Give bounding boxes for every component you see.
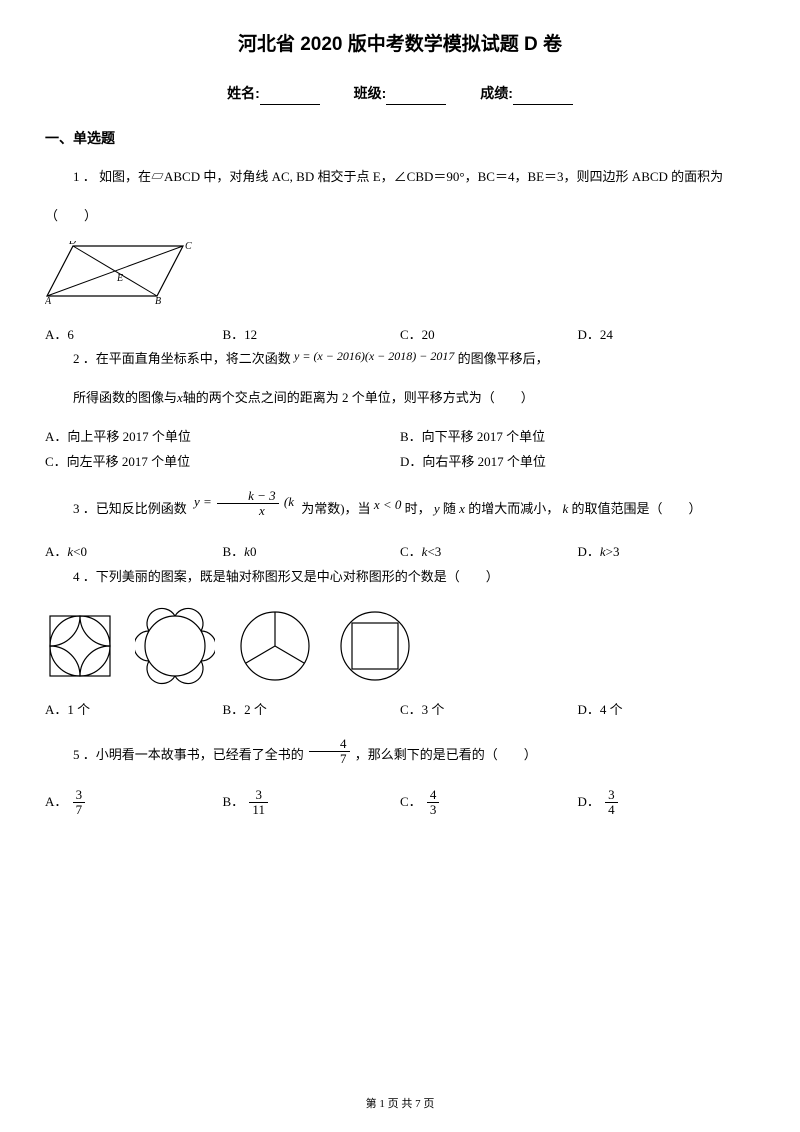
q2-text: 2 ．在平面直角坐标系中，将二次函数 y = (x − 2016)(x − 20… [45,349,755,370]
q4-options: A．1 个 B．2 个 C．3 个 D．4 个 [45,700,755,721]
svg-text:E: E [116,273,123,284]
q3-var-x: x [459,500,465,515]
q3-frac-num: k − 3 [217,489,279,504]
q2-options: A．向上平移 2017 个单位 B．向下平移 2017 个单位 C．向左平移 2… [45,427,755,473]
q4-opt-d: D．4 个 [578,700,756,721]
name-blank [260,91,320,105]
q3-text-a: 3 ．已知反比例函数 [73,500,187,515]
q2-opt-c: C．向左平移 2017 个单位 [45,452,400,473]
q4-opt-b: B．2 个 [223,700,401,721]
q3-optB-tail: 0 [250,544,257,559]
q3-opt-c: C．k<3 [400,542,578,563]
q3-options: A．k<0 B．k0 C．k<3 D．k>3 [45,542,755,563]
q3-optA-tail: <0 [73,544,87,559]
q4-patterns [45,606,755,686]
q2-opt-d: D．向右平移 2017 个单位 [400,452,755,473]
q5-frac-den: 7 [309,752,350,766]
score-blank [513,91,573,105]
q5-optC-den: 3 [427,803,440,817]
name-label: 姓名: [227,85,260,101]
q1-text-b: （ ） [45,206,755,227]
svg-text:B: B [155,296,161,306]
q1-text: 1 ． 如图，在▱ABCD 中，对角线 AC, BD 相交于点 E，∠CBD＝9… [45,167,755,188]
pattern-2-icon [135,606,215,686]
svg-text:A: A [45,296,52,306]
q5-opt-a: A． 37 [45,788,223,818]
q3-yeq: y = [194,494,212,509]
pattern-4-icon [335,606,415,686]
q1-opt-c: C．20 [400,325,578,346]
q5-optB-den: 11 [249,803,268,817]
page-footer: 第 1 页 共 7 页 [0,1096,800,1114]
q3-text-b: 为常数)，当 [301,500,370,515]
q5-opt-b: B． 311 [223,788,401,818]
q5-text: 5 ．小明看一本故事书，已经看了全书的 47 ，那么剩下的是已看的（ ） [45,741,755,771]
q3-text-d: 随 [443,500,456,515]
q1-opt-b: B．12 [223,325,401,346]
q1-opt-a: A．6 [45,325,223,346]
q1-opt-d: D．24 [578,325,756,346]
q1-options: A．6 B．12 C．20 D．24 [45,325,755,346]
q5-opt-c: C． 43 [400,788,578,818]
q5-optA-den: 7 [73,803,86,817]
q3-cond: x < 0 [374,497,402,512]
q2-text-a: 2 ．在平面直角坐标系中，将二次函数 [73,351,291,366]
q1-paren: （ ） [45,208,97,223]
pattern-3-icon [235,606,315,686]
q3-optC-pre: C． [400,544,422,559]
q5-options: A． 37 B． 311 C． 43 D． 34 [45,788,755,818]
q2-text-b: 的图像平移后， [458,351,549,366]
svg-text:D: D [68,241,77,247]
q5-optD-num: 3 [605,788,618,803]
q5-optD-pre: D． [578,794,600,809]
q3-var-k: k [562,500,568,515]
q1-text-a: 1 ． 如图，在▱ABCD 中，对角线 AC, BD 相交于点 E，∠CBD＝9… [73,169,723,184]
class-label: 班级: [354,85,387,101]
q5-frac-num: 4 [309,737,350,752]
parallelogram-icon: D C A B E [45,241,195,306]
q5-optB-num: 3 [249,788,268,803]
section-1-title: 一、单选题 [45,127,755,149]
pattern-1-icon [45,611,115,681]
q3-optD-pre: D． [578,544,600,559]
q3-text: 3 ．已知反比例函数 y = k − 3x (k 为常数)，当 x < 0 时，… [45,495,755,525]
q3-optD-tail: >3 [606,544,620,559]
class-blank [386,91,446,105]
q5-optA-pre: A． [45,794,67,809]
q5-optA-num: 3 [73,788,86,803]
q2-opt-a: A．向上平移 2017 个单位 [45,427,400,448]
q3-var-y: y [434,500,440,515]
q2-text-c: 所得函数的图像与 [73,390,177,405]
q4-opt-c: C．3 个 [400,700,578,721]
q2-text-line2: 所得函数的图像与x轴的两个交点之间的距离为 2 个单位，则平移方式为（ ） [45,388,755,409]
q5-optD-den: 4 [605,803,618,817]
q5-text-a: 5 ．小明看一本故事书，已经看了全书的 [73,746,304,761]
svg-text:C: C [185,241,192,252]
q3-opt-b: B．k0 [223,542,401,563]
q2-opt-b: B．向下平移 2017 个单位 [400,427,755,448]
q2-formula: y = (x − 2016)(x − 2018) − 2017 [294,349,454,363]
q3-optB-pre: B． [223,544,245,559]
q5-opt-d: D． 34 [578,788,756,818]
q3-text-c: 时， [405,500,431,515]
q3-opt-d: D．k>3 [578,542,756,563]
student-info-line: 姓名: 班级: 成绩: [45,82,755,104]
q3-paren-k: (k [284,494,294,509]
q3-text-e: 的增大而减小， [468,500,559,515]
q5-text-b: ，那么剩下的是已看的（ ） [355,746,537,761]
q3-frac-den: x [217,504,279,518]
q3-optA-pre: A． [45,544,67,559]
q5-optB-pre: B． [223,794,245,809]
q3-text-f: 的取值范围是（ ） [572,500,702,515]
q2-text-d: 轴的两个交点之间的距离为 2 个单位，则平移方式为（ ） [183,390,534,405]
q5-optC-num: 4 [427,788,440,803]
score-label: 成绩: [480,85,513,101]
q3-optC-tail: <3 [427,544,441,559]
page-title: 河北省 2020 版中考数学模拟试题 D 卷 [45,30,755,60]
q1-figure: D C A B E [45,241,755,313]
q3-opt-a: A．k<0 [45,542,223,563]
q4-text: 4 ．下列美丽的图案，既是轴对称图形又是中心对称图形的个数是（ ） [45,567,755,588]
q5-optC-pre: C． [400,794,422,809]
q4-opt-a: A．1 个 [45,700,223,721]
